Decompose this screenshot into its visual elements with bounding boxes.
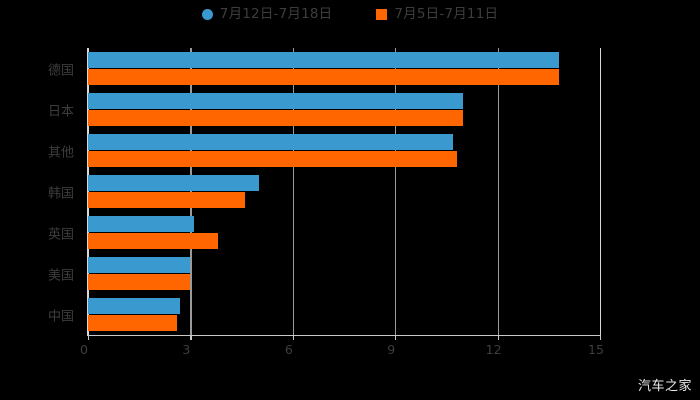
bar-series-1[interactable] (88, 175, 259, 191)
legend-circle-marker-icon (201, 9, 213, 21)
x-tick-mark-0 (88, 335, 90, 340)
x-axis-line (87, 335, 600, 337)
x-tick-mark-6 (292, 335, 294, 340)
bar-series-1[interactable] (88, 298, 181, 314)
gridline-12 (497, 48, 499, 335)
bar-series-1[interactable] (88, 93, 464, 109)
bar-series-2[interactable] (88, 69, 560, 85)
y-axis-label-3: 韩国 (47, 186, 74, 201)
bar-series-1[interactable] (88, 216, 194, 232)
legend-square-marker-icon (376, 9, 388, 21)
y-axis-label-2: 其他 (47, 145, 74, 160)
bar-series-2[interactable] (88, 233, 218, 249)
x-tick-label-12: 12 (485, 342, 502, 357)
legend-item-series-2[interactable]: 7月5日-7月11日 (376, 6, 499, 22)
y-axis-line (87, 48, 89, 335)
bar-series-2[interactable] (88, 110, 464, 126)
gridline-9 (395, 48, 397, 335)
legend-item-series-1[interactable]: 7月12日-7月18日 (201, 6, 333, 22)
bar-row (88, 89, 600, 130)
bar-series-2[interactable] (88, 192, 245, 208)
bar-series-2[interactable] (88, 274, 191, 290)
gridline-6 (292, 48, 294, 335)
y-axis-labels: 德国 日本 其他 韩国 英国 美国 中国 (0, 48, 86, 335)
x-tick-mark-9 (395, 335, 397, 340)
bar-series-1[interactable] (88, 257, 191, 273)
y-axis-label-0: 德国 (47, 63, 74, 78)
bar-series-1[interactable] (88, 52, 560, 68)
bar-row (88, 212, 600, 253)
x-tick-mark-3 (190, 335, 192, 340)
gridline-15 (600, 48, 602, 335)
bar-row (88, 253, 600, 294)
legend-label-series-2: 7月5日-7月11日 (394, 6, 499, 22)
x-tick-mark-15 (600, 335, 602, 340)
bar-series-1[interactable] (88, 134, 454, 150)
bar-row (88, 171, 600, 212)
y-axis-label-1: 日本 (47, 104, 74, 119)
x-tick-label-3: 3 (182, 342, 191, 357)
watermark: 汽车之家 (637, 379, 692, 394)
y-axis-label-4: 英国 (47, 227, 74, 242)
plot-area: 0 3 6 9 12 15 (80, 48, 604, 357)
x-tick-label-15: 15 (588, 342, 604, 357)
bar-row (88, 48, 600, 89)
x-tick-label-0: 0 (80, 342, 88, 357)
chart-legend: 7月12日-7月18日 7月5日-7月11日 (0, 6, 700, 22)
bar-series-2[interactable] (88, 315, 177, 331)
x-tick-label-9: 9 (387, 342, 396, 357)
gridline-3 (190, 48, 192, 335)
x-tick-label-6: 6 (284, 342, 293, 357)
bar-series-2[interactable] (88, 151, 457, 167)
y-axis-label-5: 美国 (47, 268, 74, 283)
x-tick-mark-12 (497, 335, 499, 340)
y-axis-label-6: 中国 (47, 309, 74, 324)
legend-label-series-1: 7月12日-7月18日 (219, 6, 333, 22)
bar-row (88, 294, 600, 335)
bar-row (88, 130, 600, 171)
